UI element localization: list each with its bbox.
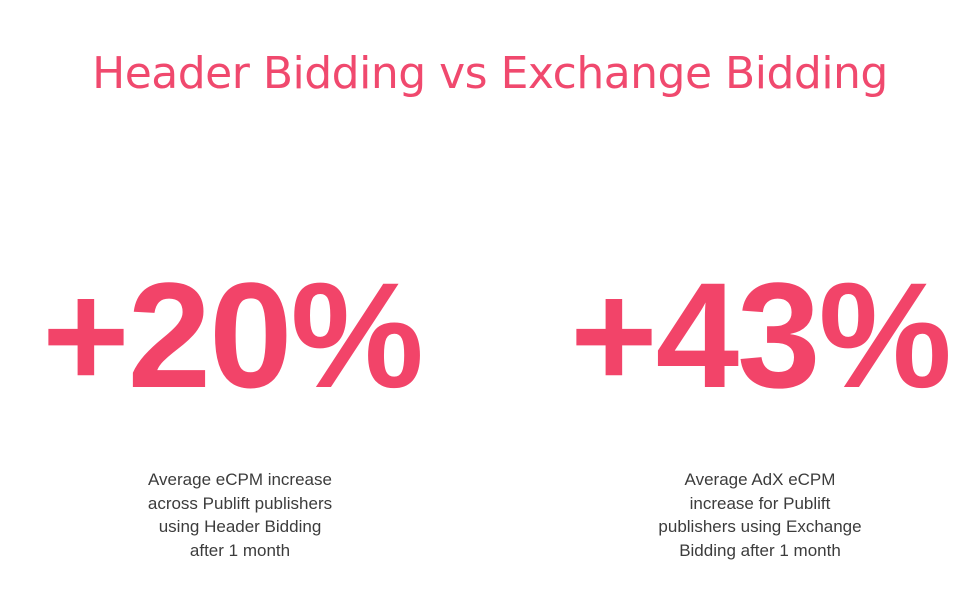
stat-block: +43% Average AdX eCPM increase for Publift… [520,250,980,562]
caption-line: across Publift publishers [147,493,333,513]
stat-caption: Average eCPM increase across Publift publ… [8,468,472,562]
caption-line: Average AdX eCPM [684,470,836,489]
caption-line: publishers using Exchange [658,517,862,536]
stat-value: +20% [42,251,424,419]
stat-caption: Average AdX eCPM increase for Publift publ… [520,468,980,562]
caption-line: using Header Bidding [158,517,322,536]
slide-title: Header Bidding vs Exchange Bidding [92,48,888,99]
caption-line: increase for Publift [689,493,831,513]
caption-line: Average eCPM increase [148,470,332,489]
stat-block: +20% Average eCPM increase across Publift … [0,250,472,562]
caption-line: Bidding after 1 month [679,540,841,560]
caption-line: after 1 month [189,540,291,560]
stat-value: +43% [570,251,952,419]
